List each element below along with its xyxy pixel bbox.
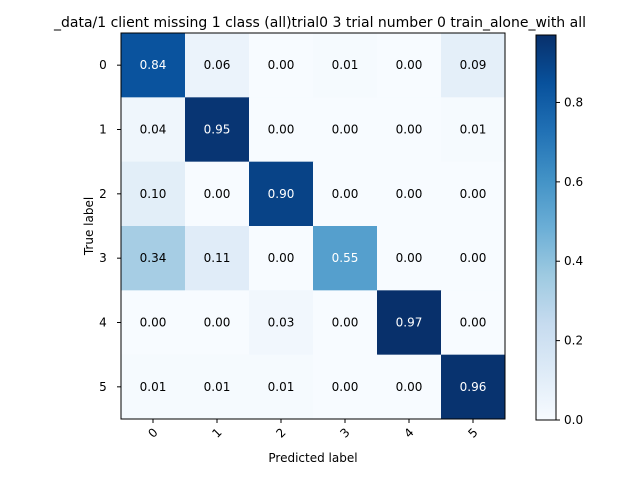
cell-value-label: 0.09 bbox=[460, 58, 487, 72]
heatmap-cell bbox=[441, 97, 506, 163]
x-tick-label: 3 bbox=[337, 425, 352, 440]
heatmap-cell bbox=[249, 290, 314, 356]
cell-value-label: 0.00 bbox=[396, 58, 423, 72]
heatmap-cell bbox=[249, 226, 314, 291]
heatmap-cell bbox=[313, 97, 378, 163]
colorbar bbox=[535, 34, 557, 421]
heatmap-cell bbox=[313, 226, 378, 291]
cell-value-label: 0.01 bbox=[268, 380, 295, 394]
cell-value-label: 0.00 bbox=[396, 187, 423, 201]
cell-value-label: 0.04 bbox=[140, 123, 167, 137]
heatmap-cell bbox=[249, 97, 314, 163]
heatmap-cell bbox=[121, 354, 186, 420]
x-tick-label: 4 bbox=[401, 425, 416, 440]
cell-value-label: 0.00 bbox=[204, 316, 231, 330]
heatmap-cell bbox=[185, 290, 250, 356]
cell-value-label: 0.00 bbox=[396, 123, 423, 137]
cell-value-label: 0.34 bbox=[140, 251, 167, 265]
cell-value-label: 0.00 bbox=[460, 316, 487, 330]
cell-value-label: 0.00 bbox=[332, 380, 359, 394]
heatmap-cells: 0.84 0.06 0.00 0.01 0.00 0.09 0.04 0.95 0.00 0.00… bbox=[121, 33, 506, 420]
cell-value-label: 0.00 bbox=[460, 187, 487, 201]
cell-value-label: 0.00 bbox=[460, 251, 487, 265]
heatmap-cell bbox=[313, 290, 378, 356]
x-axis-ticks: 0 1 2 3 4 5 bbox=[145, 419, 481, 441]
heatmap-cell bbox=[121, 161, 186, 227]
heatmap-cell bbox=[441, 226, 506, 291]
colorbar-tick-label: 0.8 bbox=[564, 95, 583, 109]
colorbar-tick-label: 0.2 bbox=[564, 334, 583, 348]
heatmap-cell bbox=[313, 161, 378, 227]
cell-value-label: 0.55 bbox=[332, 251, 359, 265]
cell-value-label: 0.00 bbox=[268, 251, 295, 265]
x-tick-label: 2 bbox=[273, 425, 288, 440]
colorbar-ticks: 0.0 0.2 0.4 0.6 0.8 bbox=[556, 95, 583, 427]
cell-value-label: 0.10 bbox=[140, 187, 167, 201]
heatmap-cell bbox=[185, 33, 250, 98]
x-tick-label: 1 bbox=[209, 425, 224, 440]
cell-value-label: 0.01 bbox=[204, 380, 231, 394]
y-tick-label: 1 bbox=[99, 123, 107, 137]
heatmap-cell bbox=[185, 97, 250, 163]
y-tick-label: 4 bbox=[99, 316, 107, 330]
cell-value-label: 0.00 bbox=[396, 380, 423, 394]
colorbar-tick-label: 0.6 bbox=[564, 175, 583, 189]
cell-value-label: 0.00 bbox=[268, 123, 295, 137]
heatmap-cell bbox=[313, 33, 378, 98]
y-axis-label: True label bbox=[82, 197, 96, 256]
cell-value-label: 0.90 bbox=[268, 187, 295, 201]
heatmap-cell bbox=[249, 354, 314, 420]
cell-value-label: 0.00 bbox=[332, 316, 359, 330]
plot-frame bbox=[120, 32, 506, 420]
x-tick-label: 5 bbox=[465, 425, 480, 440]
heatmap-cell bbox=[377, 290, 442, 356]
cell-value-label: 0.00 bbox=[332, 187, 359, 201]
heatmap-cell bbox=[121, 33, 186, 98]
y-axis-ticks: 0 1 2 3 4 5 bbox=[99, 58, 121, 394]
cell-value-label: 0.01 bbox=[140, 380, 167, 394]
heatmap-cell bbox=[185, 161, 250, 227]
heatmap-cell bbox=[377, 161, 442, 227]
heatmap-cell bbox=[121, 226, 186, 291]
heatmap-cell bbox=[313, 354, 378, 420]
heatmap-cell bbox=[185, 354, 250, 420]
heatmap-cell bbox=[441, 354, 506, 420]
heatmap-cell bbox=[441, 161, 506, 227]
cell-value-label: 0.01 bbox=[460, 123, 487, 137]
heatmap-cell bbox=[377, 226, 442, 291]
cell-value-label: 0.03 bbox=[268, 316, 295, 330]
cell-value-label: 0.01 bbox=[332, 58, 359, 72]
heatmap-cell bbox=[249, 161, 314, 227]
cell-value-label: 0.97 bbox=[396, 316, 423, 330]
heatmap-cell bbox=[185, 226, 250, 291]
heatmap-cell bbox=[377, 97, 442, 163]
y-tick-label: 0 bbox=[99, 58, 107, 72]
cell-value-label: 0.11 bbox=[204, 251, 231, 265]
cell-value-label: 0.00 bbox=[204, 187, 231, 201]
heatmap-cell bbox=[121, 290, 186, 356]
chart-title: _data/1 client missing 1 class (all)tria… bbox=[53, 15, 586, 31]
heatmap-cell bbox=[377, 354, 442, 420]
cell-value-label: 0.00 bbox=[396, 251, 423, 265]
cell-value-label: 0.00 bbox=[268, 58, 295, 72]
colorbar-tick-label: 0.0 bbox=[564, 413, 583, 427]
cell-value-label: 0.00 bbox=[140, 316, 167, 330]
heatmap-cell bbox=[249, 33, 314, 98]
cell-value-label: 0.84 bbox=[140, 58, 167, 72]
heatmap-cell bbox=[441, 290, 506, 356]
y-tick-label: 2 bbox=[99, 187, 107, 201]
heatmap-cell bbox=[441, 33, 506, 98]
cell-value-label: 0.96 bbox=[460, 380, 487, 394]
y-tick-label: 5 bbox=[99, 380, 107, 394]
heatmap-cell bbox=[121, 97, 186, 163]
cell-value-label: 0.95 bbox=[204, 123, 231, 137]
x-tick-label: 0 bbox=[145, 425, 160, 440]
heatmap-cell bbox=[377, 33, 442, 98]
cell-value-label: 0.00 bbox=[332, 123, 359, 137]
colorbar-tick-label: 0.4 bbox=[564, 254, 583, 268]
x-axis-label: Predicted label bbox=[268, 451, 357, 465]
y-tick-label: 3 bbox=[99, 251, 107, 265]
cell-value-label: 0.06 bbox=[204, 58, 231, 72]
